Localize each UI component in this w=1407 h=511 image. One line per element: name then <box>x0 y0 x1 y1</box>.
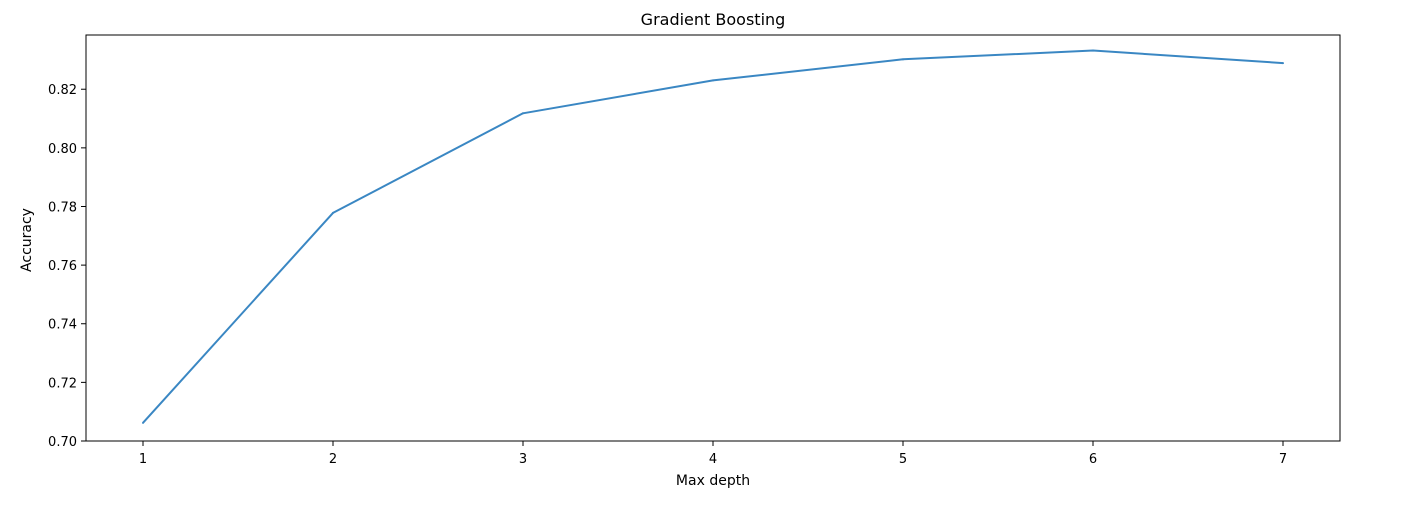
y-tick-label: 0.80 <box>48 142 77 157</box>
x-tick-label: 2 <box>329 452 337 467</box>
x-tick-label: 3 <box>519 452 527 467</box>
x-axis: 1 2 3 4 5 6 7 <box>139 441 1287 467</box>
data-point <box>1282 62 1284 65</box>
y-tick-label: 0.76 <box>48 259 77 274</box>
plot-frame <box>85 34 1341 442</box>
y-tick-label: 0.78 <box>48 200 77 215</box>
data-point <box>1092 49 1094 52</box>
y-tick-label: 0.70 <box>48 435 77 450</box>
x-tick-label: 5 <box>899 452 907 467</box>
chart-title: Gradient Boosting <box>641 10 786 29</box>
x-tick-label: 6 <box>1089 452 1097 467</box>
series-points <box>142 49 1284 424</box>
x-tick-label: 4 <box>709 452 717 467</box>
data-point <box>142 421 144 424</box>
x-tick-label: 7 <box>1279 452 1287 467</box>
series-line-accuracy <box>142 49 1284 424</box>
data-point <box>332 211 334 214</box>
data-point <box>522 112 524 115</box>
y-tick-label: 0.82 <box>48 83 77 98</box>
data-point <box>902 58 904 61</box>
data-point <box>712 79 714 82</box>
x-tick-label: 1 <box>139 452 147 467</box>
y-axis-label: Accuracy <box>19 208 35 272</box>
y-axis: 0.70 0.72 0.74 0.76 0.78 0.80 0.82 <box>48 83 86 450</box>
x-axis-label: Max depth <box>676 473 750 489</box>
y-tick-label: 0.72 <box>48 376 77 391</box>
y-tick-label: 0.74 <box>48 318 77 333</box>
